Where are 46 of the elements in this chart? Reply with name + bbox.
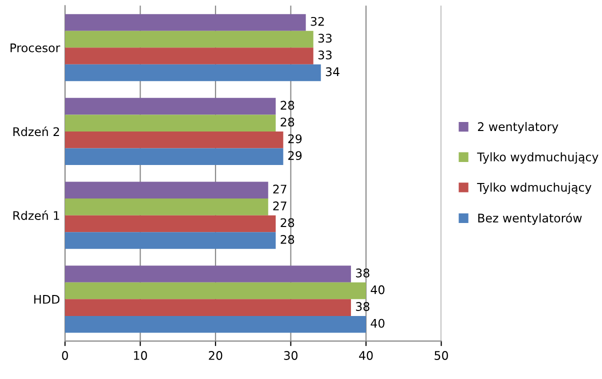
bar (65, 182, 268, 199)
x-tick-label: 0 (62, 351, 68, 360)
y-tick-label: Rdzeń 2 (13, 126, 59, 136)
x-tick-label: 50 (434, 351, 448, 360)
data-label: 40 (370, 318, 384, 328)
data-label: 38 (356, 268, 370, 278)
bar (65, 215, 276, 232)
bar (65, 316, 366, 333)
legend-label: 2 wentylatory (478, 122, 558, 134)
legend-label: Tylko wdmuchujący (477, 182, 592, 194)
bar (65, 114, 276, 132)
data-label: 34 (326, 67, 340, 76)
bar (65, 266, 351, 282)
bar (65, 232, 276, 249)
y-tick-label: HDD (34, 295, 60, 304)
bar (65, 48, 314, 64)
bar (65, 148, 284, 166)
x-tick-label: 20 (208, 351, 222, 360)
x-tick-label: 10 (134, 351, 147, 360)
bar (65, 282, 366, 300)
legend-label: Tylko wydmuchujący (477, 152, 598, 164)
y-tick-label: Rdzeń 1 (13, 210, 60, 220)
bar (65, 131, 284, 148)
bar (65, 98, 276, 115)
data-label: 28 (280, 234, 294, 244)
bar (65, 30, 314, 48)
y-tick-label: Procesor (10, 43, 60, 52)
x-tick-label: 30 (284, 351, 298, 360)
data-label: 29 (288, 151, 302, 160)
bar (65, 64, 321, 82)
data-label: 33 (318, 34, 332, 43)
data-label: 27 (273, 184, 286, 194)
data-label: 28 (280, 218, 294, 228)
data-label: 28 (280, 118, 294, 127)
data-label: 27 (273, 201, 286, 210)
bar (65, 299, 351, 316)
data-label: 32 (310, 16, 324, 26)
legend-label: Bez wentylatorów (478, 212, 582, 225)
x-tick-label: 40 (359, 351, 373, 360)
data-label: 40 (370, 285, 384, 294)
data-label: 28 (280, 100, 294, 110)
bar (65, 198, 268, 216)
data-label: 38 (356, 302, 370, 311)
bar (65, 14, 306, 31)
data-label: 29 (288, 134, 302, 144)
data-label: 33 (318, 50, 332, 60)
